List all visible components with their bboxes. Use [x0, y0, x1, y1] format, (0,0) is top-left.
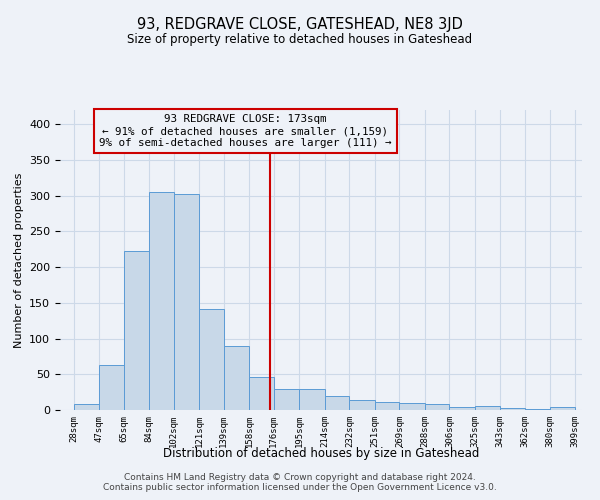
Y-axis label: Number of detached properties: Number of detached properties	[14, 172, 23, 348]
Bar	[149, 192, 173, 410]
Text: Contains HM Land Registry data © Crown copyright and database right 2024.
Contai: Contains HM Land Registry data © Crown c…	[103, 473, 497, 492]
Text: Size of property relative to detached houses in Gateshead: Size of property relative to detached ho…	[127, 32, 473, 46]
Text: 93, REDGRAVE CLOSE, GATESHEAD, NE8 3JD: 93, REDGRAVE CLOSE, GATESHEAD, NE8 3JD	[137, 18, 463, 32]
Bar	[250, 377, 274, 410]
Bar	[299, 388, 325, 410]
Bar	[349, 400, 375, 410]
Bar	[325, 396, 349, 410]
Bar	[74, 404, 99, 410]
Bar	[99, 365, 124, 410]
Bar	[124, 252, 149, 410]
Bar	[274, 388, 299, 410]
Bar	[224, 346, 250, 410]
Bar	[173, 194, 199, 410]
Text: Distribution of detached houses by size in Gateshead: Distribution of detached houses by size …	[163, 448, 479, 460]
Bar	[475, 406, 500, 410]
Bar	[425, 404, 449, 410]
Bar	[375, 402, 400, 410]
Bar	[525, 408, 550, 410]
Bar	[449, 407, 475, 410]
Text: 93 REDGRAVE CLOSE: 173sqm
← 91% of detached houses are smaller (1,159)
9% of sem: 93 REDGRAVE CLOSE: 173sqm ← 91% of detac…	[99, 114, 392, 148]
Bar	[400, 403, 425, 410]
Bar	[199, 310, 224, 410]
Bar	[500, 408, 525, 410]
Bar	[550, 407, 575, 410]
